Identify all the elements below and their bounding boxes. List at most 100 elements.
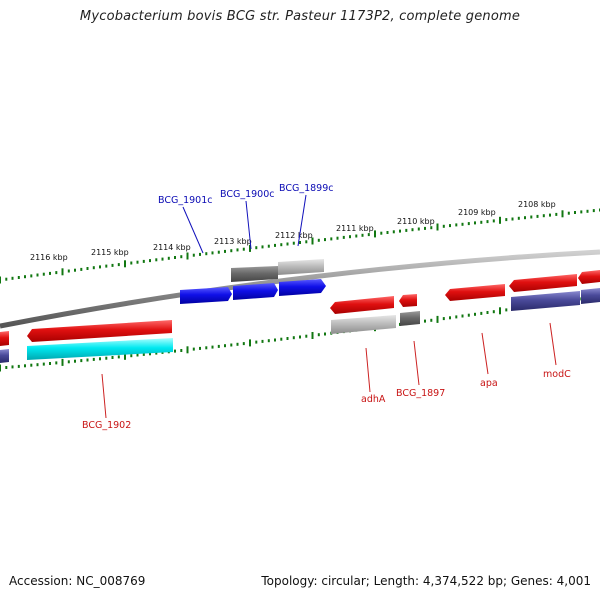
minor-tick (117, 263, 120, 267)
gene-label-bcg-1902[interactable]: BCG_1902 (82, 420, 131, 431)
minor-tick (292, 241, 295, 245)
minor-tick (42, 362, 45, 366)
minor-tick (111, 356, 114, 359)
minor-tick (24, 275, 26, 279)
major-tick (499, 307, 501, 315)
gene-label-apa[interactable]: apa (480, 378, 498, 389)
major-tick (436, 223, 439, 231)
minor-tick (261, 245, 264, 249)
major-tick (0, 276, 1, 284)
feature-modc[interactable] (509, 274, 577, 292)
minor-tick (36, 363, 39, 367)
minor-tick (380, 231, 383, 235)
minor-tick (467, 222, 470, 226)
minor-tick (586, 209, 589, 213)
gene-label-adha[interactable]: adhA (361, 394, 386, 405)
minor-tick (280, 337, 283, 341)
gene-label-bcg-1901c[interactable]: BCG_1901c (158, 195, 213, 206)
major-tick (124, 260, 126, 268)
feature-gray-1900c (231, 266, 278, 282)
minor-tick (411, 228, 414, 232)
feature-bcg-1902[interactable] (27, 320, 172, 342)
minor-tick (480, 220, 483, 224)
minor-tick (386, 231, 389, 234)
feature-bcg-1899c[interactable] (279, 279, 326, 296)
minor-tick (105, 264, 108, 268)
major-tick (311, 332, 314, 339)
minor-tick (155, 351, 158, 355)
feature-bcg-1897[interactable] (399, 294, 417, 307)
leader-lines (101, 194, 557, 419)
minor-tick (492, 310, 495, 314)
minor-tick (280, 243, 283, 247)
major-tick (0, 364, 1, 372)
minor-tick (286, 337, 289, 340)
minor-tick (55, 271, 58, 275)
minor-tick (399, 229, 401, 233)
minor-tick (230, 249, 233, 253)
minor-tick (505, 218, 508, 222)
minor-tick (174, 349, 176, 353)
minor-tick (455, 315, 458, 319)
minor-tick (217, 250, 220, 254)
kbp-label: 2115 kbp (91, 248, 129, 257)
major-tick (249, 339, 251, 347)
minor-tick (49, 362, 51, 365)
minor-tick (324, 332, 326, 336)
minor-tick (511, 217, 514, 221)
feature-bcg-1900c[interactable] (233, 283, 278, 300)
minor-tick (130, 261, 133, 265)
feature-adha-gray (331, 315, 396, 334)
kbp-label: 2112 kbp (275, 231, 313, 240)
minor-tick (405, 228, 408, 232)
minor-tick (67, 360, 70, 364)
major-tick (186, 252, 189, 260)
minor-tick (149, 259, 151, 263)
minor-tick (342, 235, 345, 239)
minor-tick (299, 241, 301, 244)
minor-tick (524, 216, 526, 220)
minor-tick (349, 235, 351, 239)
major-tick (61, 358, 64, 366)
minor-tick (424, 226, 426, 230)
major-tick (124, 352, 126, 360)
minor-tick (317, 238, 320, 242)
minor-tick (492, 219, 495, 223)
minor-tick (161, 257, 164, 261)
minor-tick (361, 233, 364, 237)
gene-label-bcg-1900c[interactable]: BCG_1900c (220, 189, 275, 200)
kbp-label: 2108 kbp (518, 200, 556, 209)
major-tick (61, 268, 64, 276)
minor-tick (80, 267, 83, 271)
minor-tick (67, 269, 70, 273)
minor-tick (192, 347, 195, 351)
minor-tick (74, 359, 76, 363)
minor-tick (580, 210, 583, 214)
minor-tick (567, 211, 570, 215)
gene-label-bcg-1899c[interactable]: BCG_1899c (279, 183, 334, 194)
minor-tick (99, 265, 101, 269)
minor-tick (555, 212, 558, 216)
feature-apa[interactable] (445, 284, 505, 301)
minor-tick (542, 214, 545, 218)
minor-tick (136, 260, 139, 264)
kbp-label: 2113 kbp (214, 237, 252, 246)
minor-tick (24, 364, 26, 368)
minor-tick (117, 355, 120, 359)
minor-tick (486, 311, 489, 314)
feature-bcg-1901c[interactable] (180, 287, 232, 304)
minor-tick (11, 365, 14, 369)
minor-tick (461, 314, 464, 318)
feature-gray-1899c (278, 259, 324, 275)
minor-tick (17, 364, 20, 368)
minor-tick (449, 316, 451, 320)
minor-tick (267, 244, 270, 248)
gene-label-modc[interactable]: modC (543, 369, 571, 380)
minor-tick (174, 256, 176, 259)
map-title: Mycobacterium bovis BCG str. Pasteur 117… (79, 9, 521, 24)
minor-tick (49, 271, 51, 275)
minor-tick (449, 224, 451, 228)
gene-label-bcg-1897[interactable]: BCG_1897 (396, 388, 445, 399)
minor-tick (80, 359, 83, 363)
feature-adha[interactable] (330, 296, 394, 314)
